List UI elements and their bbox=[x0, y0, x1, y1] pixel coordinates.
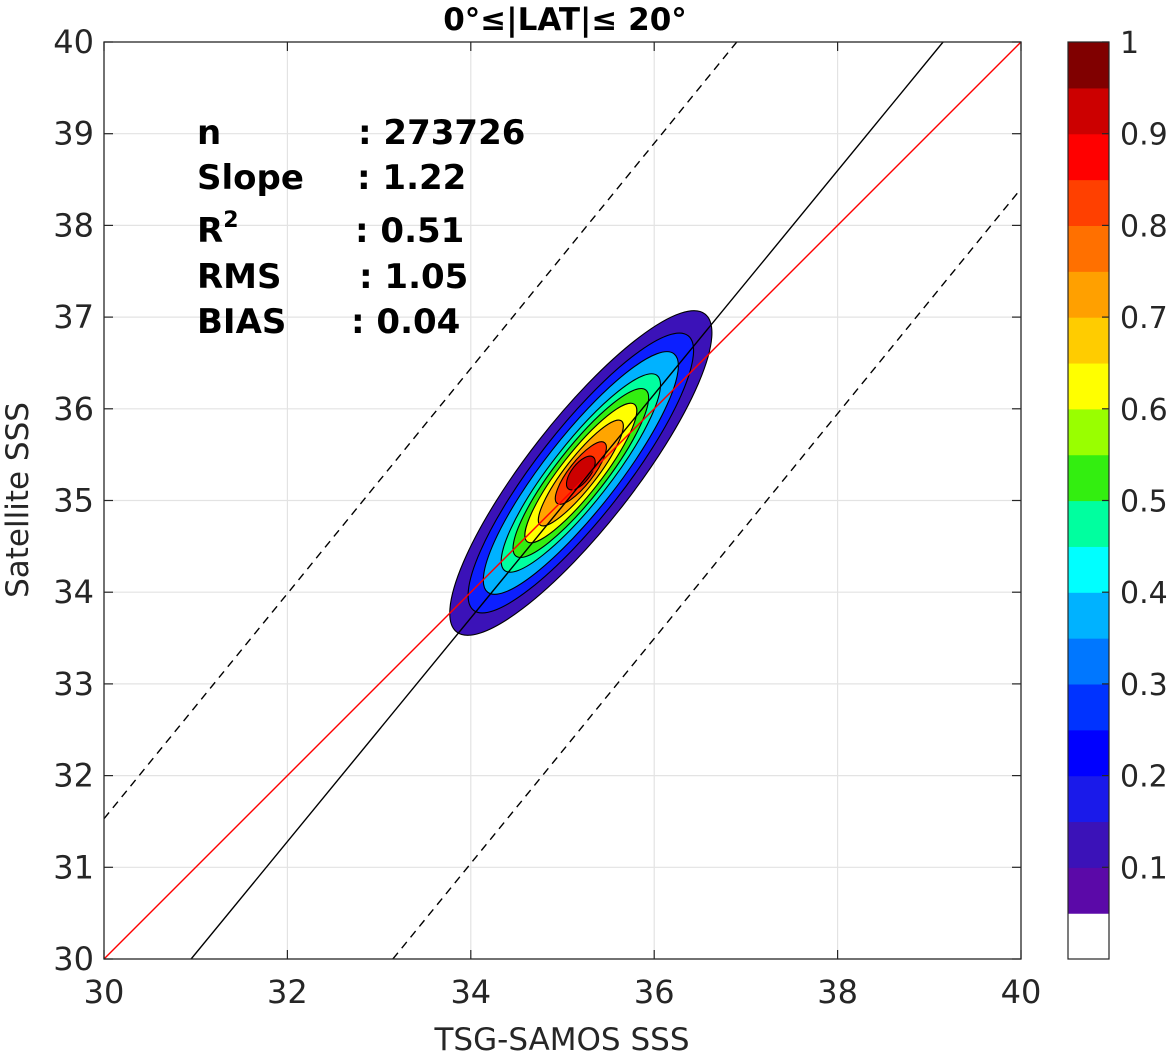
colorbar-segment bbox=[1068, 408, 1109, 456]
colorbar-tick-label: 0.5 bbox=[1120, 485, 1168, 520]
x-tick-label: 38 bbox=[817, 973, 858, 1011]
colorbar-segment bbox=[1068, 867, 1109, 914]
y-tick-label: 39 bbox=[53, 115, 94, 153]
regression-line bbox=[190, 42, 944, 959]
y-tick-label: 35 bbox=[53, 482, 94, 520]
y-tick-label: 32 bbox=[53, 757, 94, 795]
colorbar-segment bbox=[1068, 454, 1109, 502]
stat-n-label: n bbox=[197, 113, 221, 153]
x-tick-labels: 30 32 34 36 38 40 bbox=[84, 973, 1042, 1011]
lower-bound-line bbox=[392, 188, 1021, 959]
y-tick-label: 37 bbox=[53, 298, 94, 336]
stat-r2-value: : 0.51 bbox=[355, 211, 464, 251]
y-tick-label: 33 bbox=[53, 665, 94, 703]
axis-ticks bbox=[103, 41, 1022, 960]
y-tick-label: 38 bbox=[53, 206, 94, 244]
colorbar-tick-label: 0.7 bbox=[1120, 301, 1168, 336]
colorbar-segment bbox=[1068, 87, 1109, 135]
colorbar-segment bbox=[1068, 42, 1109, 89]
x-tick-label: 32 bbox=[267, 973, 308, 1011]
colorbar-segment bbox=[1068, 225, 1109, 272]
colorbar-tick-label: 0.1 bbox=[1120, 851, 1168, 886]
colorbar-tick-labels: 0.1 0.2 0.3 0.4 0.5 0.6 0.7 0.8 0.9 1 bbox=[1120, 26, 1168, 886]
colorbar-segment bbox=[1068, 179, 1109, 226]
stat-bias-label: BIAS bbox=[197, 302, 286, 342]
colorbar bbox=[1067, 41, 1110, 960]
contour-level-0.95 bbox=[565, 455, 596, 491]
colorbar-segment bbox=[1068, 133, 1109, 181]
colorbar-tick-label: 0.3 bbox=[1120, 668, 1168, 703]
colorbar-tick-label: 0.9 bbox=[1120, 118, 1168, 153]
colorbar-tick-label: 0.4 bbox=[1120, 576, 1168, 611]
y-tick-label: 31 bbox=[53, 848, 94, 886]
colorbar-tick-label: 0.6 bbox=[1120, 393, 1168, 428]
colorbar-segment bbox=[1068, 271, 1109, 318]
stat-bias-value: : 0.04 bbox=[351, 302, 460, 342]
stat-rms-value: : 1.05 bbox=[359, 257, 468, 297]
stat-n-value: : 273726 bbox=[358, 113, 525, 153]
colorbar-segment bbox=[1068, 592, 1109, 639]
grid bbox=[104, 42, 1021, 959]
colorbar-segment bbox=[1068, 775, 1109, 823]
stat-slope-value: : 1.22 bbox=[357, 158, 466, 198]
colorbar-segment bbox=[1068, 317, 1109, 364]
stat-rms-label: RMS bbox=[197, 257, 282, 297]
colorbar-segment bbox=[1068, 821, 1109, 868]
chart-title: 0°≤|LAT|≤ 20° bbox=[443, 2, 687, 38]
x-tick-label: 36 bbox=[634, 973, 675, 1011]
y-axis-label: Satellite SSS bbox=[0, 402, 36, 598]
colorbar-segment bbox=[1068, 683, 1109, 731]
y-tick-label: 36 bbox=[53, 390, 94, 428]
colorbar-segment bbox=[1068, 362, 1109, 410]
y-tick-label: 34 bbox=[53, 573, 94, 611]
one-to-one-line bbox=[104, 42, 1021, 959]
colorbar-segment bbox=[1068, 546, 1109, 593]
y-tick-label: 30 bbox=[53, 940, 94, 978]
colorbar-segment bbox=[1068, 913, 1109, 960]
statistics-box: n : 273726 Slope : 1.22 R2 : 0.51 RMS : … bbox=[197, 113, 525, 342]
stat-r2-label: R2 bbox=[197, 208, 239, 251]
colorbar-segment bbox=[1068, 638, 1109, 685]
y-tick-labels: 30 31 32 33 34 35 36 37 38 39 40 bbox=[53, 23, 94, 978]
x-tick-label: 40 bbox=[1001, 973, 1042, 1011]
colorbar-segment bbox=[1068, 729, 1109, 777]
x-tick-label: 30 bbox=[84, 973, 125, 1011]
x-axis-label: TSG-SAMOS SSS bbox=[434, 1022, 690, 1055]
colorbar-segment bbox=[1068, 500, 1109, 547]
colorbar-tick-label: 0.2 bbox=[1120, 760, 1168, 795]
stat-slope-label: Slope bbox=[197, 158, 304, 198]
colorbar-tick-label: 0.8 bbox=[1120, 209, 1168, 244]
x-tick-label: 34 bbox=[450, 973, 491, 1011]
reference-lines bbox=[104, 42, 1021, 959]
y-tick-label: 40 bbox=[53, 23, 94, 61]
colorbar-tick-label: 1 bbox=[1120, 26, 1139, 61]
